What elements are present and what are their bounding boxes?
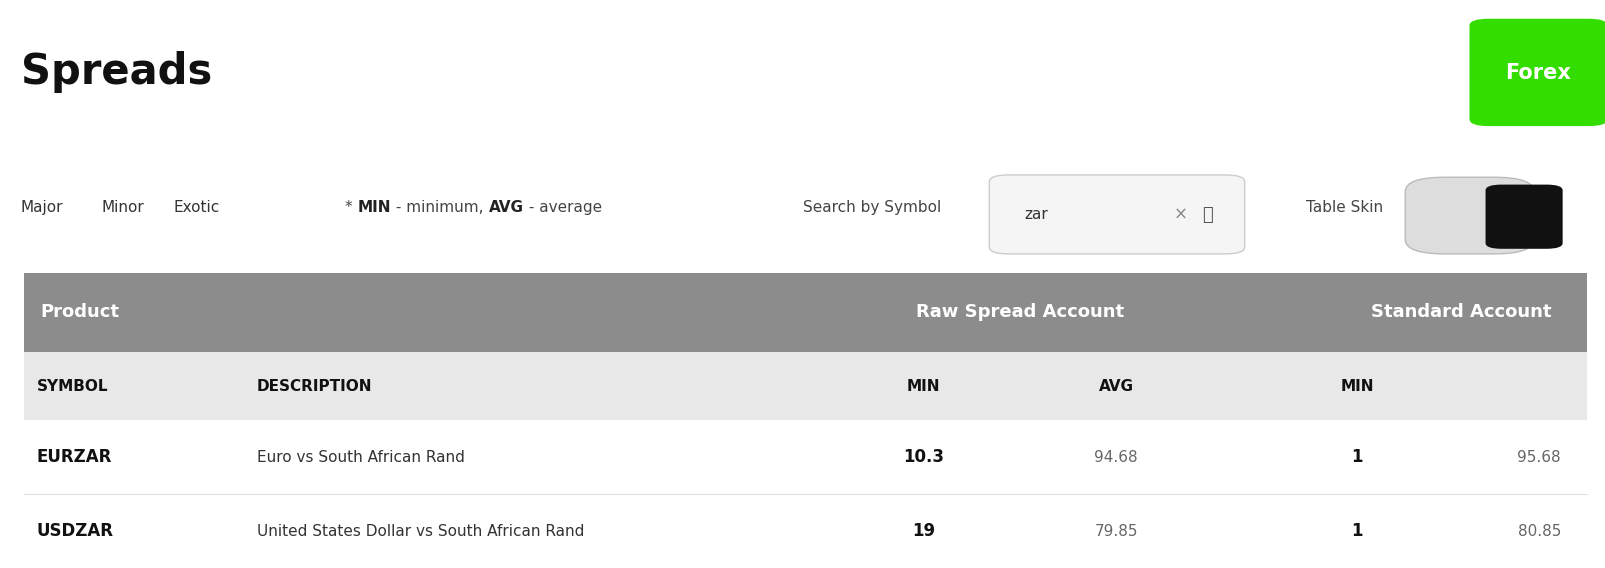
Text: 19: 19 xyxy=(912,522,934,540)
Text: MIN: MIN xyxy=(907,379,939,394)
Text: Raw Spread Account: Raw Spread Account xyxy=(915,303,1124,321)
Text: 10.3: 10.3 xyxy=(902,448,944,466)
Text: MIN: MIN xyxy=(358,200,392,215)
Text: SYMBOL: SYMBOL xyxy=(37,379,109,394)
Text: EURZAR: EURZAR xyxy=(37,448,112,466)
Text: 79.85: 79.85 xyxy=(1093,524,1138,538)
Text: zar: zar xyxy=(1024,207,1048,222)
Text: *: * xyxy=(345,200,358,215)
FancyBboxPatch shape xyxy=(989,175,1244,254)
Bar xyxy=(24,273,1586,352)
Text: Standard Account: Standard Account xyxy=(1371,303,1550,321)
Text: Table Skin: Table Skin xyxy=(1305,200,1382,215)
Text: AVG: AVG xyxy=(488,200,523,215)
Text: 80.85: 80.85 xyxy=(1517,524,1560,538)
Text: 95.68: 95.68 xyxy=(1517,450,1560,465)
Text: ×: × xyxy=(1173,206,1186,224)
Text: USDZAR: USDZAR xyxy=(37,522,114,540)
Text: 94.68: 94.68 xyxy=(1093,450,1138,465)
Text: Euro vs South African Rand: Euro vs South African Rand xyxy=(257,450,464,465)
Text: Spreads: Spreads xyxy=(21,51,212,93)
Text: Search by Symbol: Search by Symbol xyxy=(802,200,941,215)
FancyBboxPatch shape xyxy=(1469,19,1605,126)
Text: Minor: Minor xyxy=(101,200,144,215)
Text: 1: 1 xyxy=(1350,522,1363,540)
Text: Exotic: Exotic xyxy=(173,200,220,215)
Text: AVG: AVG xyxy=(1098,379,1133,394)
Text: 1: 1 xyxy=(1350,448,1363,466)
Text: United States Dollar vs South African Rand: United States Dollar vs South African Ra… xyxy=(257,524,584,538)
FancyBboxPatch shape xyxy=(1485,185,1562,249)
Text: ⌕: ⌕ xyxy=(1202,206,1212,224)
Text: MIN: MIN xyxy=(1340,379,1372,394)
Text: Major: Major xyxy=(21,200,63,215)
Text: - average: - average xyxy=(523,200,602,215)
Text: Product: Product xyxy=(40,303,119,321)
Text: Forex: Forex xyxy=(1504,62,1571,83)
Text: - minimum,: - minimum, xyxy=(392,200,488,215)
Text: DESCRIPTION: DESCRIPTION xyxy=(257,379,372,394)
FancyBboxPatch shape xyxy=(1404,177,1533,254)
Bar xyxy=(24,352,1586,420)
